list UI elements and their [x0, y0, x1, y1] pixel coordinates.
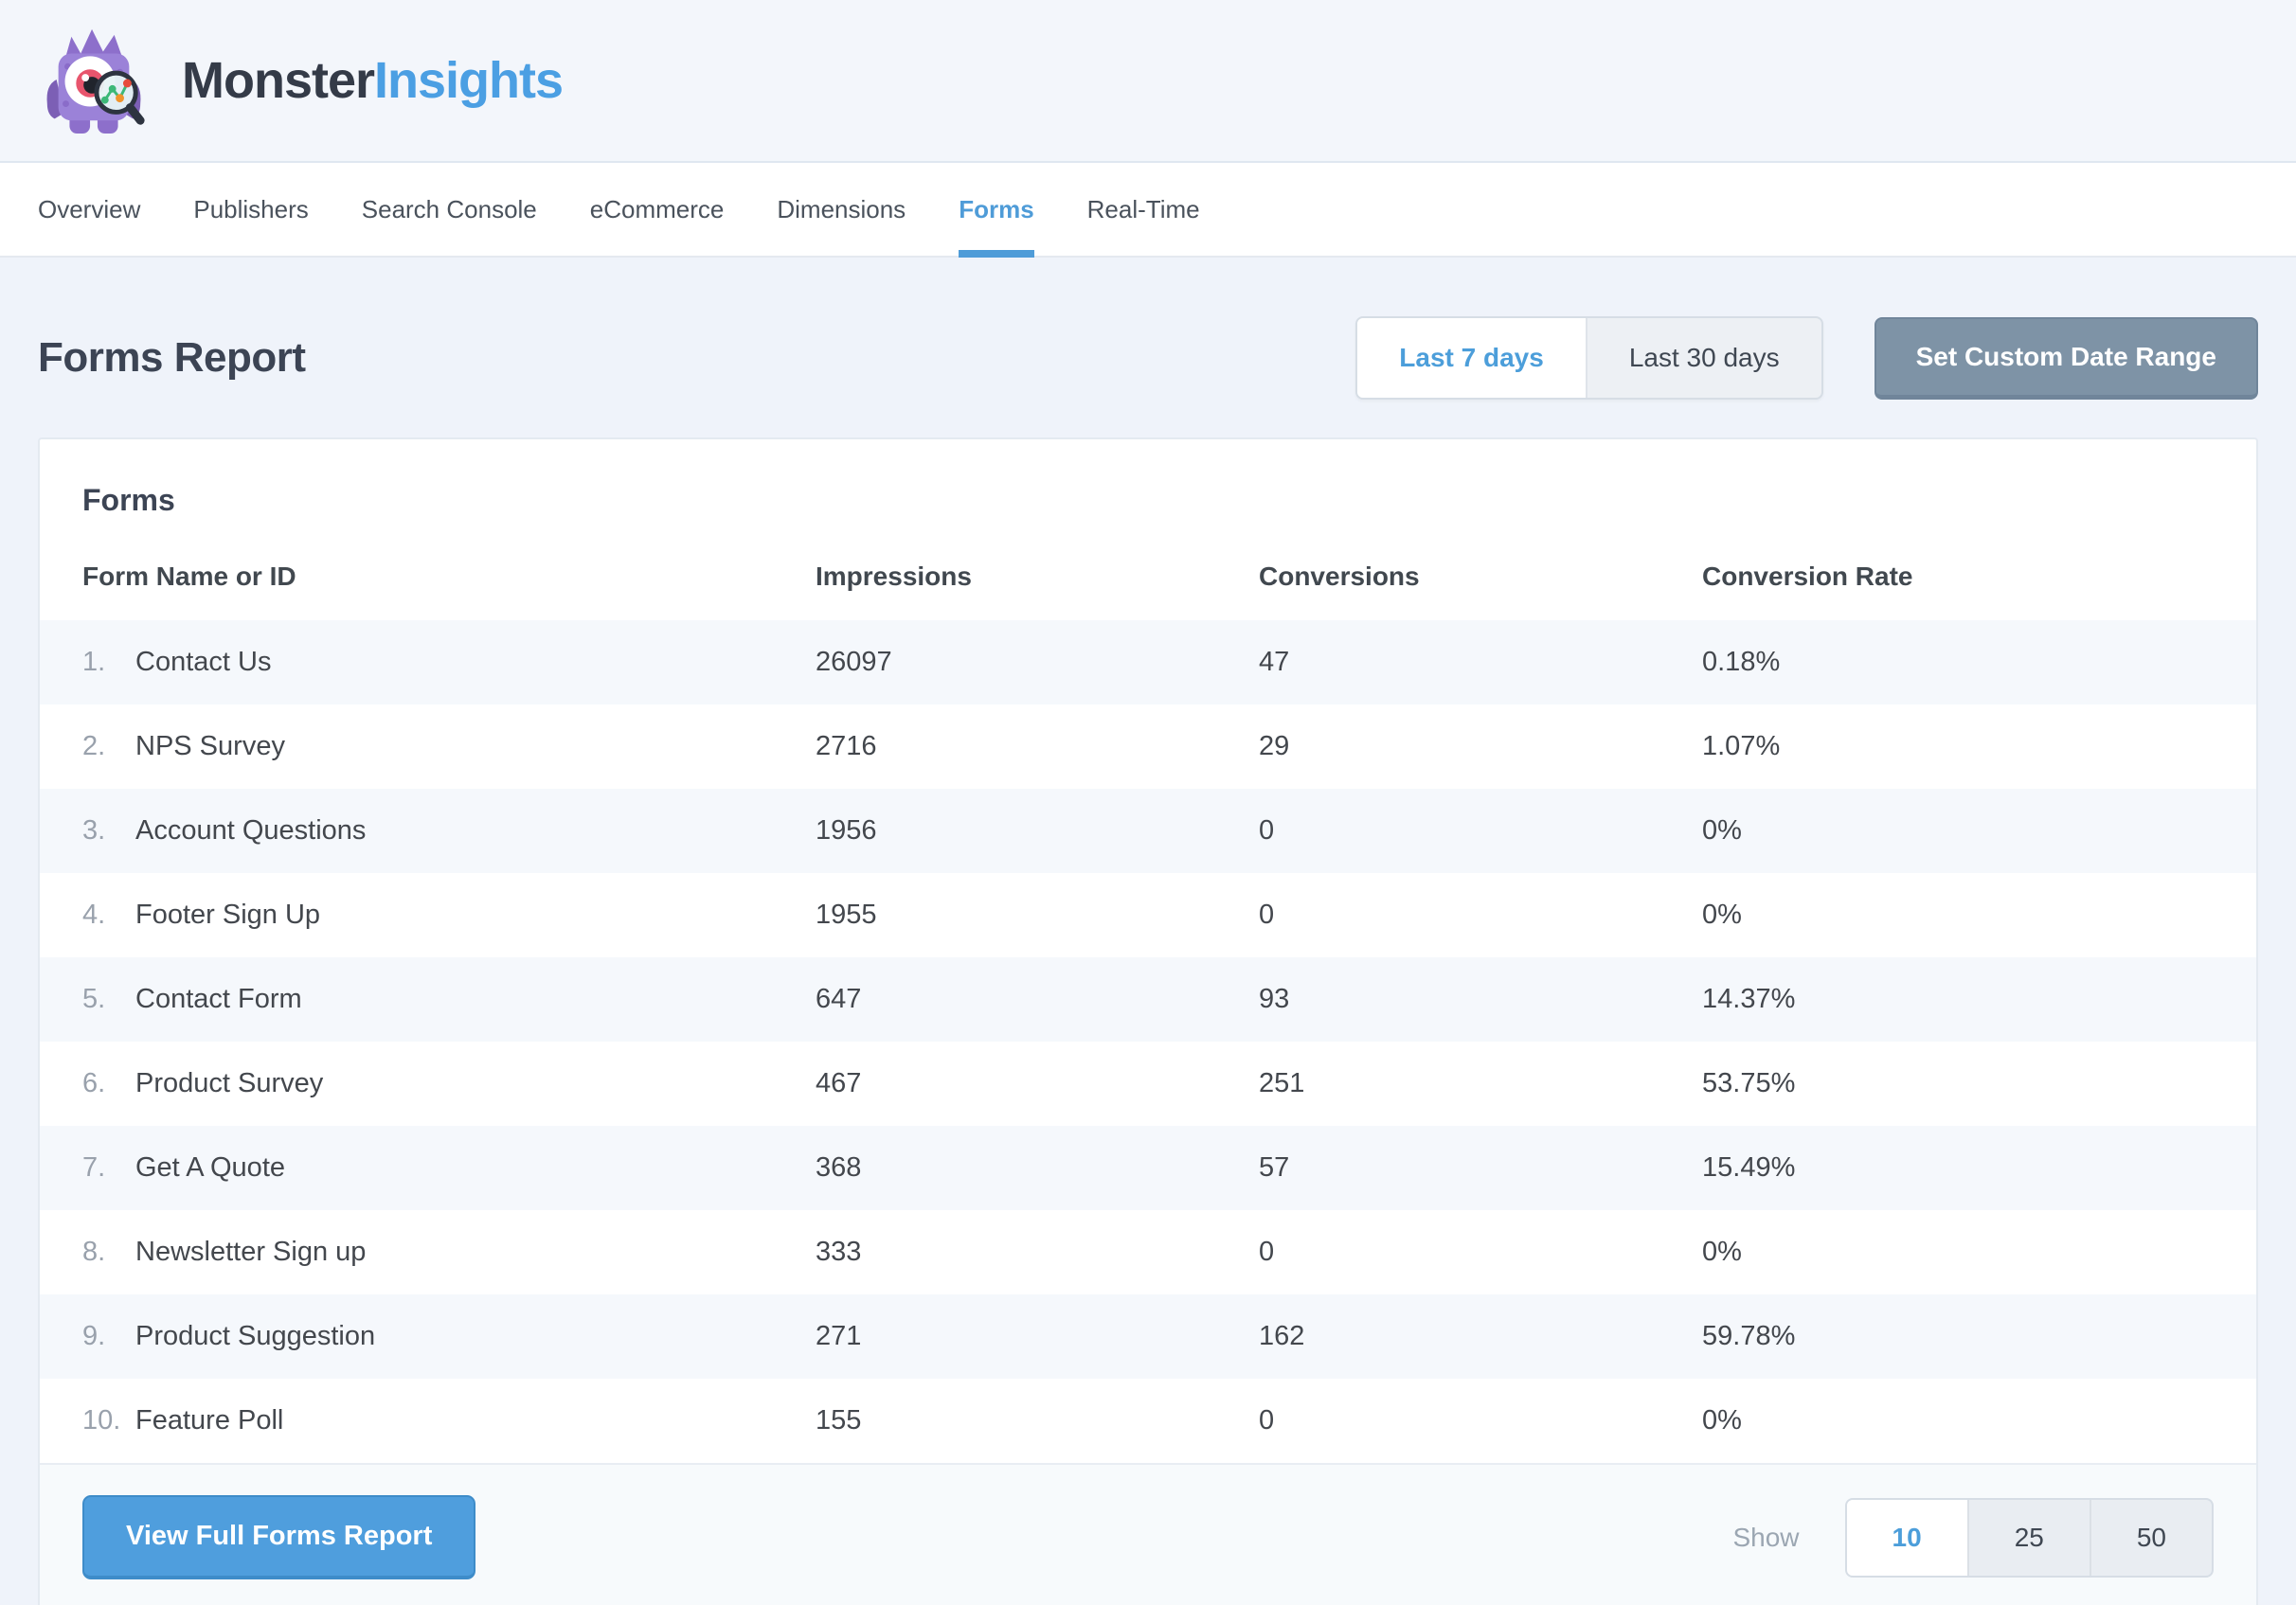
impressions-cell: 368: [816, 1152, 862, 1183]
table-row: 7. Get A Quote 368 57 15.49%: [40, 1126, 2256, 1210]
page-title: Forms Report: [38, 334, 306, 381]
conversions-cell: 29: [1259, 731, 1290, 761]
conversions-cell: 93: [1259, 984, 1290, 1014]
monsterinsights-mascot-icon: [46, 28, 145, 134]
date-range-last-7-days-button[interactable]: Last 7 days: [1357, 318, 1586, 398]
conversion-rate-cell: 14.37%: [1702, 984, 1796, 1014]
brand-wordmark: MonsterInsights: [182, 51, 564, 110]
set-custom-date-range-button[interactable]: Set Custom Date Range: [1874, 316, 2258, 400]
date-range-last-30-days-button[interactable]: Last 30 days: [1585, 318, 1821, 398]
impressions-cell: 333: [816, 1237, 862, 1267]
row-index: 6.: [82, 1068, 106, 1098]
tab-overview[interactable]: Overview: [38, 194, 141, 223]
form-name-cell: 3. Account Questions: [82, 815, 367, 846]
table-row: 1. Contact Us 26097 47 0.18%: [40, 620, 2256, 704]
row-index: 1.: [82, 647, 106, 677]
row-index: 7.: [82, 1152, 106, 1183]
conversion-rate-cell: 15.49%: [1702, 1152, 1796, 1183]
conversion-rate-cell: 1.07%: [1702, 731, 1781, 761]
impressions-cell: 1956: [816, 815, 877, 846]
conversion-rate-cell: 53.75%: [1702, 1068, 1796, 1098]
column-header: Impressions: [816, 562, 972, 591]
row-index: 9.: [82, 1321, 106, 1351]
row-index: 10.: [82, 1405, 121, 1436]
tab-dimensions[interactable]: Dimensions: [777, 194, 906, 223]
page-size-50-button[interactable]: 50: [2089, 1499, 2212, 1576]
main-content: Forms Report Last 7 days Last 30 days Set…: [0, 316, 2296, 1605]
forms-table: Form Name or ID Impressions Conversions Con…: [40, 522, 2256, 1463]
impressions-cell: 647: [816, 984, 862, 1014]
row-index: 4.: [82, 900, 106, 930]
date-controls: Last 7 days Last 30 days Set Custom Date …: [1355, 316, 2258, 400]
show-label: Show: [1732, 1522, 1800, 1552]
card-footer: View Full Forms Report Show 10 25 50: [40, 1463, 2256, 1605]
column-header: Form Name or ID: [82, 562, 296, 591]
table-row: 10. Feature Poll 155 0 0%: [40, 1379, 2256, 1463]
conversion-rate-cell: 0.18%: [1702, 647, 1781, 677]
brand-logo[interactable]: MonsterInsights: [38, 22, 564, 139]
tab-forms[interactable]: Forms: [959, 163, 1035, 258]
impressions-cell: 467: [816, 1068, 862, 1098]
conversions-cell: 0: [1259, 815, 1275, 846]
brand-name-insights: Insights: [374, 52, 564, 109]
form-name-cell: 9. Product Suggestion: [82, 1321, 376, 1351]
form-name-cell: 10. Feature Poll: [82, 1405, 284, 1436]
conversion-rate-cell: 0%: [1702, 900, 1742, 930]
impressions-cell: 155: [816, 1405, 862, 1436]
conversion-rate-cell: 0%: [1702, 815, 1742, 846]
form-name-cell: 6. Product Survey: [82, 1068, 324, 1098]
report-tabs: Overview Publishers Search Console eCommerc…: [0, 163, 2296, 258]
conversions-cell: 251: [1259, 1068, 1305, 1098]
table-row: 9. Product Suggestion 271 162 59.78%: [40, 1294, 2256, 1379]
card-title: Forms: [82, 483, 175, 517]
impressions-cell: 1955: [816, 900, 877, 930]
conversions-cell: 162: [1259, 1321, 1305, 1351]
row-index: 5.: [82, 984, 106, 1014]
date-range-toggle: Last 7 days Last 30 days: [1355, 316, 1823, 400]
page-size-25-button[interactable]: 25: [1966, 1499, 2090, 1576]
conversions-cell: 57: [1259, 1152, 1290, 1183]
form-name-cell: 1. Contact Us: [82, 647, 272, 677]
tab-publishers[interactable]: Publishers: [193, 194, 309, 223]
page-size-toggle: 10 25 50: [1844, 1497, 2214, 1578]
brand-name-monster: Monster: [182, 52, 375, 109]
table-row: 5. Contact Form 647 93 14.37%: [40, 957, 2256, 1042]
impressions-cell: 26097: [816, 647, 892, 677]
conversions-cell: 0: [1259, 1405, 1275, 1436]
title-row: Forms Report Last 7 days Last 30 days Set…: [38, 316, 2258, 400]
pagination-controls: Show 10 25 50: [1732, 1497, 2214, 1578]
form-name-cell: 5. Contact Form: [82, 984, 302, 1014]
table-row: 4. Footer Sign Up 1955 0 0%: [40, 873, 2256, 957]
form-name-cell: 7. Get A Quote: [82, 1152, 285, 1183]
conversion-rate-cell: 0%: [1702, 1405, 1742, 1436]
view-full-forms-report-button[interactable]: View Full Forms Report: [82, 1495, 476, 1579]
table-row: 6. Product Survey 467 251 53.75%: [40, 1042, 2256, 1126]
tab-real-time[interactable]: Real-Time: [1086, 194, 1200, 223]
form-name-cell: 4. Footer Sign Up: [82, 900, 321, 930]
tab-ecommerce[interactable]: eCommerce: [589, 194, 725, 223]
impressions-cell: 271: [816, 1321, 862, 1351]
conversions-cell: 0: [1259, 900, 1275, 930]
form-name-cell: 8. Newsletter Sign up: [82, 1237, 367, 1267]
table-row: 3. Account Questions 1956 0 0%: [40, 789, 2256, 873]
tab-search-console[interactable]: Search Console: [361, 194, 537, 223]
row-index: 2.: [82, 731, 106, 761]
forms-report-card: Forms Form Name or ID Impressions Conversi…: [38, 437, 2258, 1605]
table-header-row: Form Name or ID Impressions Conversions Con…: [40, 522, 2256, 620]
column-header: Conversions: [1259, 562, 1420, 591]
table-row: 2. NPS Survey 2716 29 1.07%: [40, 704, 2256, 789]
row-index: 8.: [82, 1237, 106, 1267]
column-header: Conversion Rate: [1702, 562, 1913, 591]
app-header: MonsterInsights: [0, 0, 2296, 163]
conversion-rate-cell: 0%: [1702, 1237, 1742, 1267]
page-size-10-button[interactable]: 10: [1846, 1499, 1967, 1576]
row-index: 3.: [82, 815, 106, 846]
conversions-cell: 0: [1259, 1237, 1275, 1267]
conversions-cell: 47: [1259, 647, 1290, 677]
conversion-rate-cell: 59.78%: [1702, 1321, 1796, 1351]
table-row: 8. Newsletter Sign up 333 0 0%: [40, 1210, 2256, 1294]
form-name-cell: 2. NPS Survey: [82, 731, 285, 761]
impressions-cell: 2716: [816, 731, 877, 761]
